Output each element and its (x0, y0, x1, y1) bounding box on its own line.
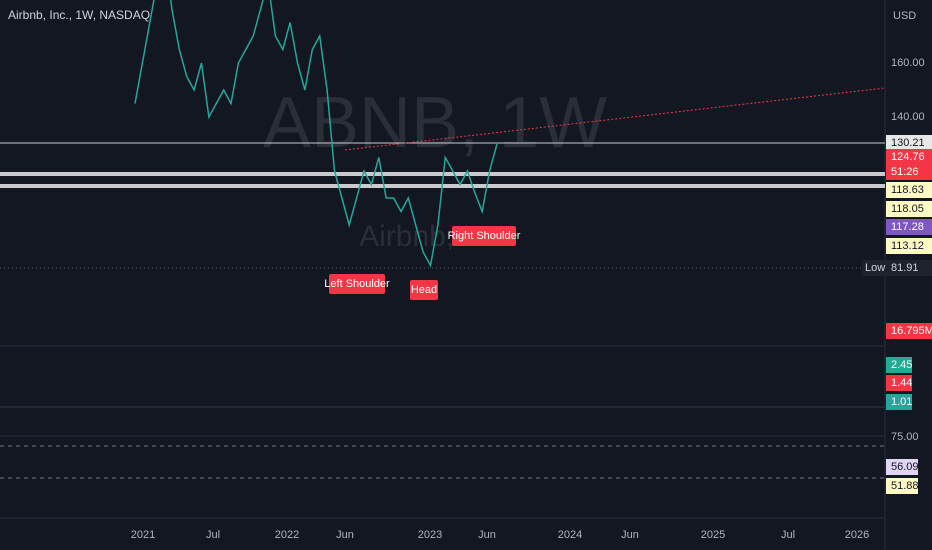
countdown-badge: 51:26 (891, 166, 919, 178)
time-tick-label: 2022 (275, 529, 299, 541)
price-line (134, 0, 498, 268)
annotation-bg (329, 274, 385, 294)
macd-badge-bg (886, 375, 912, 391)
time-tick-label: Jun (478, 529, 496, 541)
low-badge: 81.91 (891, 262, 919, 274)
currency: USD (893, 10, 916, 22)
watermark-symbol: ABNB, 1W (263, 83, 607, 163)
annotation: Right Shoulder (448, 230, 521, 242)
annotation-bg (452, 226, 516, 246)
annotation: Head (411, 284, 437, 296)
annotation: Left Shoulder (324, 278, 390, 290)
annotation-bg (410, 280, 438, 300)
rsi-badge-bg (886, 478, 918, 494)
price-tick-label: 160.00 (891, 57, 925, 69)
price-badge-bg (886, 219, 932, 235)
time-tick-label: 2025 (701, 529, 725, 541)
volume-badge-bg (886, 323, 932, 339)
low-caption: Low (865, 262, 885, 274)
time-tick-label: 2021 (131, 529, 155, 541)
macd-badge-bg (886, 357, 912, 373)
macd-badge: 1.44 (891, 377, 912, 389)
volume-badge: 16.795M (891, 325, 932, 337)
macd-badge: 2.45 (891, 359, 912, 371)
price-tick-label: 140.00 (891, 111, 925, 123)
rsi-badge: 51.88 (891, 480, 919, 492)
low-badge-bg (886, 260, 932, 276)
price-badge-bg (886, 201, 932, 217)
price-badge-bg (886, 149, 932, 165)
trend-line (344, 87, 886, 151)
price-badge-bg (886, 238, 932, 254)
time-tick-label: Jul (781, 529, 795, 541)
price-badge: 130.21 (891, 137, 925, 149)
rsi-badge-bg (886, 459, 918, 475)
countdown-badge-bg (886, 164, 932, 180)
chart-title: Airbnb, Inc., 1W, NASDAQ (8, 8, 150, 22)
time-tick-label: 2024 (558, 529, 582, 541)
time-tick-label: 2023 (418, 529, 442, 541)
low-caption-bg (862, 260, 885, 276)
time-tick-label: Jun (621, 529, 639, 541)
price-badge: 118.05 (891, 203, 924, 215)
macd-badge-bg (886, 394, 912, 410)
time-tick-label: 2026 (845, 529, 869, 541)
price-badge-bg (886, 182, 932, 198)
rsi-badge: 56.09 (891, 461, 919, 473)
price-badge-bg (886, 135, 932, 151)
macd-badge: 1.01 (891, 396, 912, 408)
time-tick-label: Jul (206, 529, 220, 541)
price-badge: 117.28 (891, 221, 924, 233)
time-tick-label: Jun (336, 529, 354, 541)
rsi-tick-label: 75.00 (891, 431, 919, 443)
price-badge: 124.76 (891, 151, 925, 163)
price-badge: 113.12 (891, 240, 924, 252)
price-badge: 118.63 (891, 184, 924, 196)
